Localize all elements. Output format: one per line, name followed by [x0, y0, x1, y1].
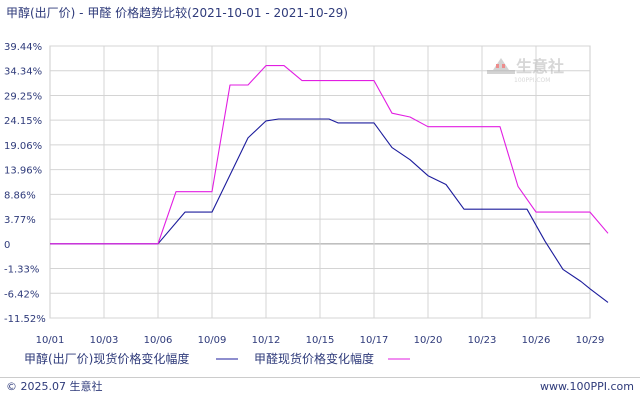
- y-tick-label: 39.44%: [4, 42, 42, 53]
- y-tick-label: 34.34%: [4, 67, 42, 78]
- y-tick-label: 29.25%: [4, 91, 42, 102]
- x-axis-ticks: 10/01 10/03 10/06 10/09 10/12 10/15 10/17 10/20…: [36, 335, 605, 346]
- footer-site-link[interactable]: www.100PPI.com: [540, 380, 634, 393]
- y-tick-label: 3.77%: [4, 215, 36, 226]
- legend-label-series-2: 甲醛现货价格变化幅度: [254, 351, 374, 366]
- x-tick-label: 10/17: [360, 335, 389, 346]
- y-tick-label: 0: [4, 240, 10, 251]
- y-tick-label: -11.52%: [4, 314, 46, 325]
- x-tick-label: 10/26: [522, 335, 551, 346]
- series-lines: [50, 65, 609, 303]
- y-tick-label: -6.42%: [4, 289, 39, 300]
- x-tick-label: 10/29: [576, 335, 605, 346]
- legend-label-series-1: 甲醇(出厂价)现货价格变化幅度: [24, 351, 189, 366]
- y-tick-label: 8.86%: [4, 190, 36, 201]
- y-tick-label: 24.15%: [4, 116, 42, 127]
- legend: 甲醇(出厂价)现货价格变化幅度 甲醛现货价格变化幅度: [24, 351, 410, 366]
- watermark: 生意社 100PPI.COM: [487, 57, 564, 84]
- y-tick-label: 19.06%: [4, 141, 42, 152]
- y-tick-label: -1.33%: [4, 265, 39, 276]
- x-tick-label: 10/01: [36, 335, 65, 346]
- x-tick-label: 10/23: [468, 335, 497, 346]
- x-tick-label: 10/15: [306, 335, 335, 346]
- footer-site[interactable]: www.100PPI.com: [540, 380, 634, 393]
- x-tick-label: 10/12: [252, 335, 281, 346]
- x-tick-label: 10/20: [414, 335, 443, 346]
- y-tick-label: 13.96%: [4, 166, 42, 177]
- watermark-logo-icon: [487, 58, 515, 74]
- watermark-url: 100PPI.COM: [514, 77, 550, 84]
- y-axis-ticks: 39.44% 34.34% 29.25% 24.15% 19.06% 13.96% 8.86…: [4, 42, 46, 325]
- x-tick-label: 10/09: [198, 335, 227, 346]
- series-line-2: [50, 65, 609, 245]
- chart-title: 甲醇(出厂价) - 甲醛 价格趋势比较(2021-10-01 - 2021-10…: [6, 5, 348, 20]
- x-tick-label: 10/06: [144, 335, 173, 346]
- footer-copyright: © 2025.07 生意社: [6, 379, 102, 393]
- watermark-brand: 生意社: [516, 57, 564, 76]
- x-tick-label: 10/03: [90, 335, 119, 346]
- series-line-1: [50, 118, 609, 303]
